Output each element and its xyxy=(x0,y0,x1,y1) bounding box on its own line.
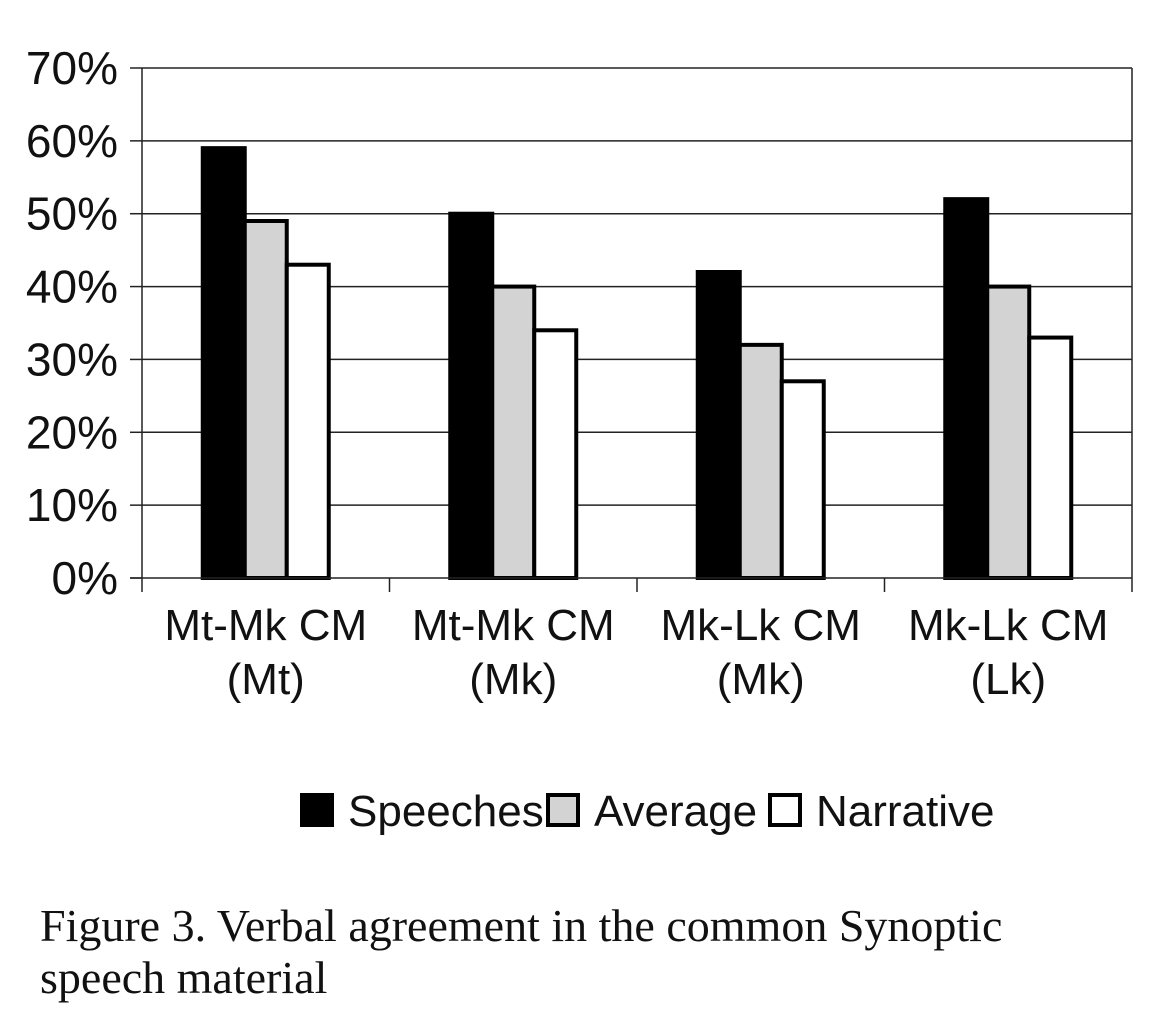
x-tick-label: Mk-Lk CM xyxy=(661,601,861,650)
y-tick-label: 50% xyxy=(26,188,118,240)
x-tick-label: (Mk) xyxy=(469,655,557,704)
figure-caption: Figure 3. Verbal agreement in the common… xyxy=(40,900,1003,1003)
x-tick-label: Mt-Mk CM xyxy=(412,601,615,650)
axes xyxy=(130,67,1133,592)
x-tick-label: Mt-Mk CM xyxy=(164,601,367,650)
bar-chart: 0%10%20%30%40%50%60%70% Mt-Mk CM(Mt)Mt-M… xyxy=(26,42,1133,836)
y-tick-labels: 0% 10% 20% 30% 40% 50% 60% 70% xyxy=(26,42,118,604)
y-tick-label: 60% xyxy=(26,115,118,167)
legend-swatch-average xyxy=(546,793,580,827)
x-tick-label: (Lk) xyxy=(970,655,1046,704)
bar-average xyxy=(490,284,537,580)
bars xyxy=(200,146,1074,581)
legend-label-narrative: Narrative xyxy=(816,787,995,836)
bar-narrative xyxy=(284,262,331,580)
x-tick-label: (Mk) xyxy=(717,655,805,704)
bar-average xyxy=(242,219,289,580)
legend-swatch-speeches xyxy=(300,793,334,827)
bar-narrative xyxy=(1027,335,1074,581)
bar-average xyxy=(985,284,1032,580)
bar-narrative xyxy=(779,379,826,580)
y-tick-label: 40% xyxy=(26,261,118,313)
x-tick-label: Mk-Lk CM xyxy=(908,601,1108,650)
bar-narrative xyxy=(532,328,579,580)
y-tick-label: 0% xyxy=(52,552,118,604)
legend: Speeches Average Narrative xyxy=(300,787,995,836)
y-tick-label: 30% xyxy=(26,333,118,385)
legend-label-speeches: Speeches xyxy=(348,787,544,836)
bar-average xyxy=(737,342,784,580)
category-labels: Mt-Mk CM (Mt) Mt-Mk CM (Mk) Mk-Lk CM (Mk) Mk-L… xyxy=(164,601,1108,704)
bar-speeches xyxy=(448,211,495,580)
y-tick-label: 70% xyxy=(26,42,118,94)
y-tick-label: 20% xyxy=(26,406,118,458)
y-tick-label: 10% xyxy=(26,479,118,531)
legend-swatch-narrative xyxy=(768,793,802,827)
x-tick-label: (Mt) xyxy=(227,655,305,704)
bar-speeches xyxy=(200,146,247,580)
bar-speeches xyxy=(943,197,990,580)
legend-label-average: Average xyxy=(594,787,757,836)
bar-speeches xyxy=(695,270,742,580)
